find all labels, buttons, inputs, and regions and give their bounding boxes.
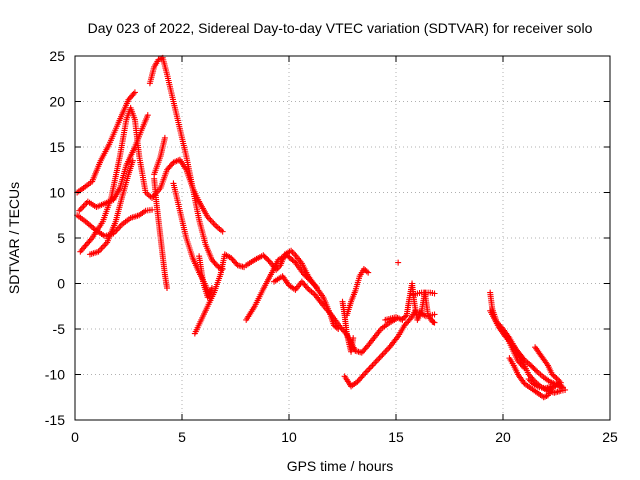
data-point-arc-y xyxy=(542,393,549,400)
data-point-arc-q xyxy=(366,365,373,372)
data-point-arc-t xyxy=(402,313,409,320)
data-point-arc-z xyxy=(557,379,564,386)
y-tick-label: 15 xyxy=(49,139,65,155)
x-axis-label: GPS time / hours xyxy=(287,458,394,474)
data-point-arc-x xyxy=(532,367,539,374)
data-point-arc-q xyxy=(376,354,383,361)
data-point-arc-h xyxy=(161,134,168,141)
data-point-arc-o xyxy=(350,335,357,342)
data-point-arc-b xyxy=(117,222,124,229)
data-point-arc-a xyxy=(211,221,218,228)
data-points xyxy=(74,54,569,401)
y-tick-label: -10 xyxy=(45,367,65,383)
data-point-arc-d xyxy=(77,206,84,213)
data-point-arc-s xyxy=(395,259,402,266)
data-point-arc-m xyxy=(312,282,319,289)
x-tick-label: 15 xyxy=(388,429,404,445)
data-point-arc-q xyxy=(372,359,379,366)
data-point-arc-q xyxy=(378,353,385,360)
data-point-arc-q xyxy=(375,356,382,363)
data-point-arc-d xyxy=(79,204,86,211)
chart-title: Day 023 of 2022, Sidereal Day-to-day VTE… xyxy=(88,20,593,36)
data-point-arc-q xyxy=(363,368,370,375)
axis-ticks: 0 5 10 15 20 25 -15 -10 -5 0 5 10 15 20 25 xyxy=(45,48,618,445)
data-point-arc-m xyxy=(313,284,320,291)
x-tick-label: 10 xyxy=(281,429,297,445)
x-tick-label: 20 xyxy=(495,429,511,445)
y-tick-label: -15 xyxy=(45,412,65,428)
data-point-arc-p xyxy=(363,268,370,275)
data-point-arc-q xyxy=(370,360,377,367)
y-tick-label: 0 xyxy=(57,276,65,292)
data-point-arc-e xyxy=(101,242,108,249)
data-point-arc-aa xyxy=(521,365,528,372)
data-point-arc-q xyxy=(383,347,390,354)
data-point-arc-b xyxy=(149,206,156,213)
data-point-arc-q xyxy=(380,350,387,357)
data-point-arc-q xyxy=(365,366,372,373)
y-tick-label: 5 xyxy=(57,230,65,246)
data-point-arc-d xyxy=(144,112,151,119)
data-point-arc-f xyxy=(156,56,163,63)
data-point-arc-q xyxy=(362,369,369,376)
data-point-arc-q xyxy=(373,357,380,364)
data-point-arc-l xyxy=(289,249,296,256)
data-point-arc-q xyxy=(382,348,389,355)
data-point-arc-d xyxy=(80,203,87,210)
data-point-arc-k xyxy=(208,285,215,292)
data-point-arc-m xyxy=(290,258,297,265)
data-point-arc-t xyxy=(431,319,438,326)
data-point-arc-e xyxy=(129,157,136,164)
x-tick-label: 25 xyxy=(602,429,618,445)
data-point-arc-q xyxy=(379,351,386,358)
data-point-arc-p xyxy=(365,269,372,276)
x-tick-label: 5 xyxy=(178,429,186,445)
data-point-arc-e xyxy=(98,245,105,252)
data-point-arc-a xyxy=(219,228,226,235)
data-point-arc-ab xyxy=(549,383,556,390)
data-point-arc-e xyxy=(99,244,106,251)
data-point-arc-a xyxy=(207,217,214,224)
data-point-arc-q xyxy=(368,363,375,370)
data-point-arc-g xyxy=(164,285,171,292)
x-tick-label: 0 xyxy=(71,429,79,445)
data-point-arc-v xyxy=(431,311,438,318)
grid xyxy=(75,56,610,420)
y-tick-label: 20 xyxy=(49,94,65,110)
data-point-arc-x xyxy=(520,355,527,362)
data-point-arc-b xyxy=(116,224,123,231)
data-point-arc-u xyxy=(431,290,438,297)
data-point-arc-f xyxy=(215,264,222,271)
data-point-arc-y xyxy=(558,383,565,390)
y-tick-label: 25 xyxy=(49,48,65,64)
data-point-arc-c xyxy=(131,89,138,96)
data-point-arc-l xyxy=(265,257,272,264)
data-point-arc-y xyxy=(540,394,547,401)
data-point-arc-a xyxy=(210,220,217,227)
data-point-arc-z xyxy=(552,373,559,380)
y-tick-label: -5 xyxy=(53,321,66,337)
data-point-arc-a xyxy=(208,218,215,225)
y-axis-label: SDTVAR / TECUs xyxy=(6,182,22,294)
data-point-arc-z xyxy=(554,376,561,383)
y-tick-label: 10 xyxy=(49,185,65,201)
data-point-arc-y xyxy=(559,384,566,391)
data-point-arc-q xyxy=(369,362,376,369)
